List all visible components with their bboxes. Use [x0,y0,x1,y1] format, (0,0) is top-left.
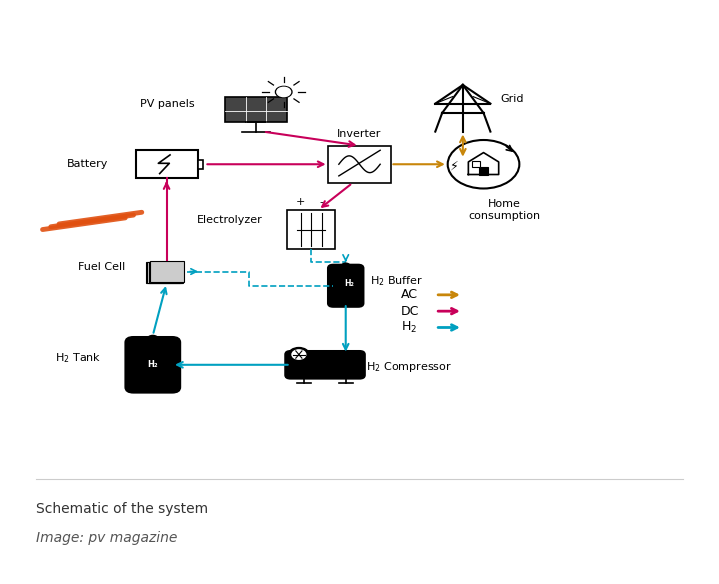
FancyBboxPatch shape [198,159,203,169]
Text: ⚡: ⚡ [450,160,459,173]
Circle shape [342,263,350,269]
Circle shape [275,86,292,98]
Text: H$_2$ Buffer: H$_2$ Buffer [370,274,423,288]
FancyBboxPatch shape [147,262,182,283]
Text: Inverter: Inverter [337,128,382,138]
FancyBboxPatch shape [125,337,180,393]
Text: H$_2$ Tank: H$_2$ Tank [55,351,101,364]
FancyBboxPatch shape [480,167,487,175]
FancyBboxPatch shape [149,262,183,283]
FancyBboxPatch shape [328,265,364,307]
Circle shape [292,350,306,359]
Text: Image: pv magazine: Image: pv magazine [36,531,178,545]
Circle shape [147,335,158,343]
Text: H$_2$: H$_2$ [400,320,417,335]
FancyBboxPatch shape [136,150,198,178]
Text: PV panels: PV panels [139,99,194,109]
Text: Home
consumption: Home consumption [468,199,540,221]
FancyBboxPatch shape [285,351,365,379]
Text: AC: AC [400,288,418,301]
Circle shape [277,87,290,96]
Circle shape [288,347,309,361]
Text: Electrolyzer: Electrolyzer [197,215,263,225]
Text: H$_2$ Compressor: H$_2$ Compressor [367,360,452,374]
FancyBboxPatch shape [287,210,335,249]
Text: Fuel Cell: Fuel Cell [78,262,125,272]
FancyBboxPatch shape [146,262,180,283]
FancyBboxPatch shape [225,96,287,122]
Text: DC: DC [400,305,419,318]
Text: Schematic of the system: Schematic of the system [36,502,208,516]
FancyBboxPatch shape [150,262,185,283]
Text: Battery: Battery [67,159,108,169]
Text: +: + [296,197,306,207]
Text: H₂: H₂ [344,279,354,288]
Text: -: - [320,197,324,207]
Text: H₂: H₂ [147,360,158,369]
FancyBboxPatch shape [472,161,480,166]
Text: Grid: Grid [500,94,524,104]
FancyBboxPatch shape [329,145,390,183]
